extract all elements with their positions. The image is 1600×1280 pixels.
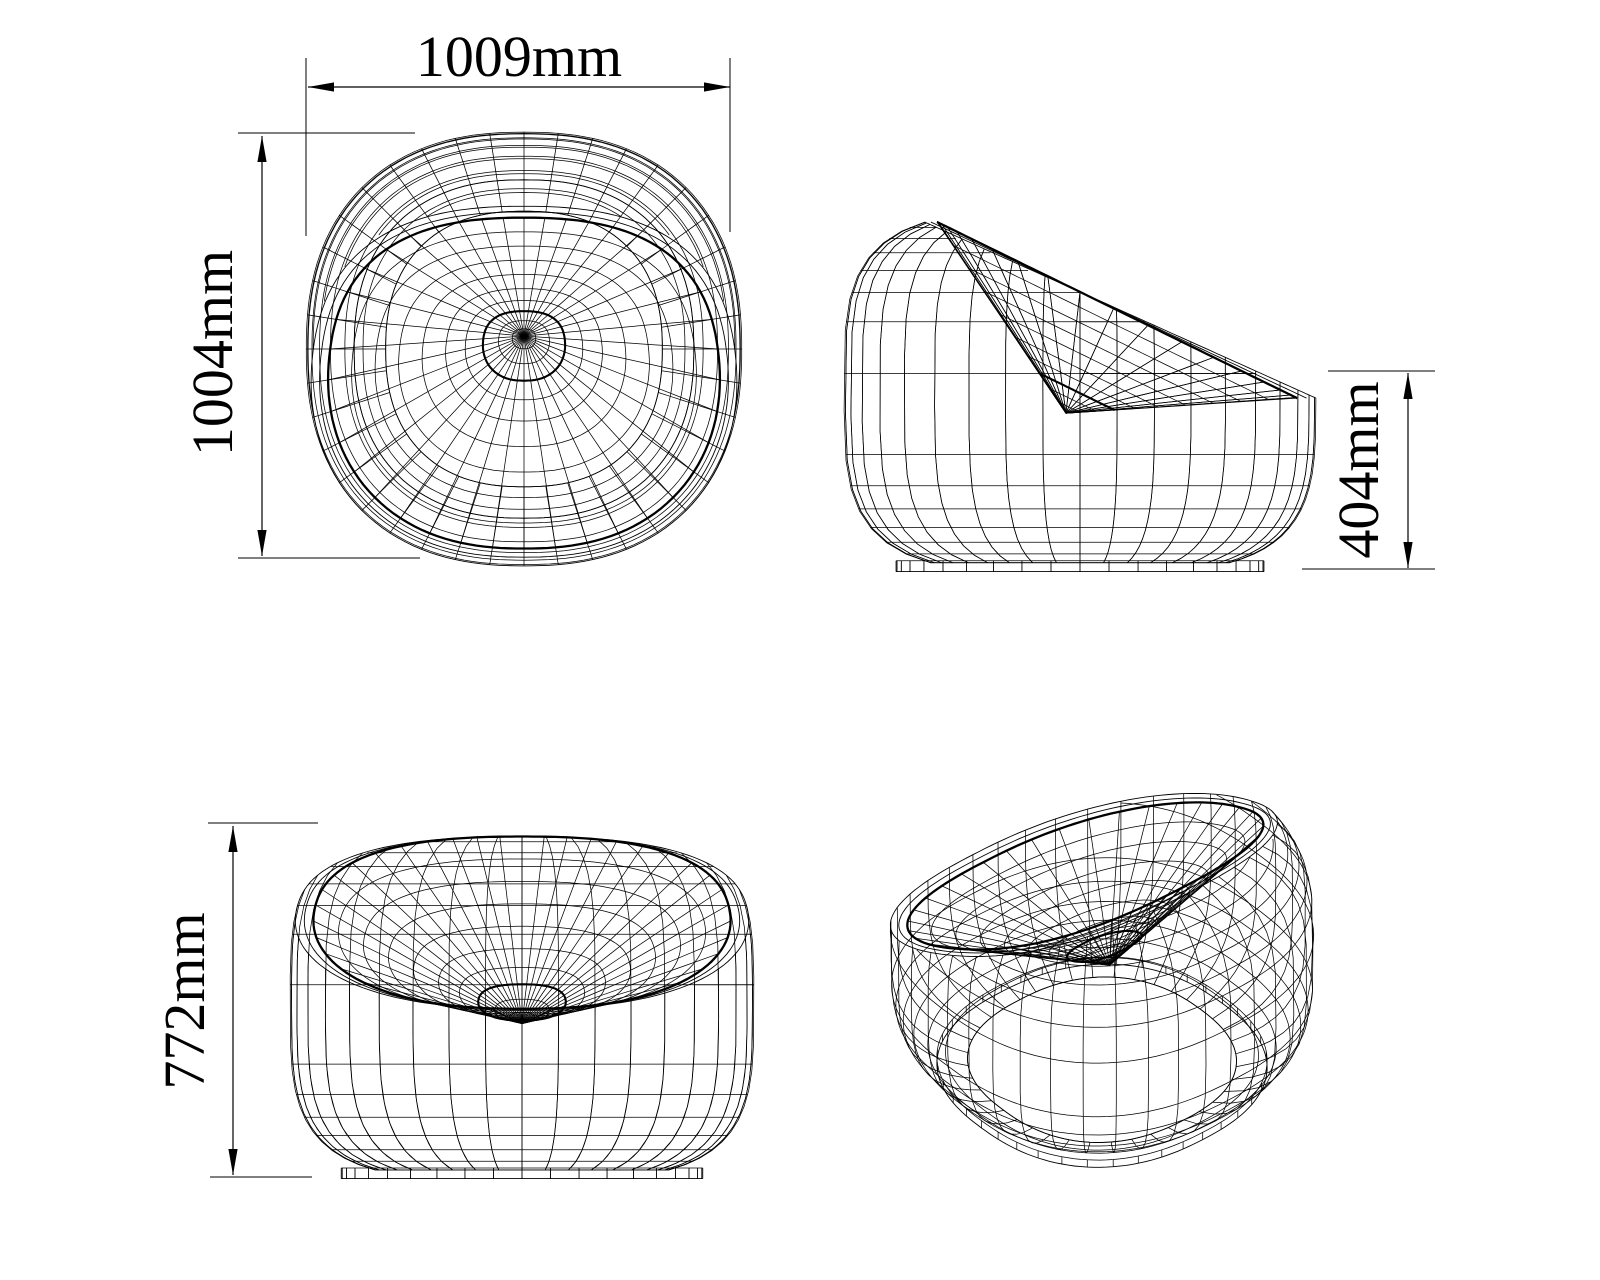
dimension-label-width: 1009mm [416,24,622,89]
front-view-wireframe [289,835,755,1180]
dimension-annotations [208,58,1435,1178]
dimension-label-depth: 1004mm [180,250,245,456]
top-view-wireframe [305,131,743,567]
dimension-label-seat-height: 404mm [1326,381,1391,558]
perspective-view-wireframe [889,792,1315,1168]
dimension-label-height: 772mm [152,912,217,1089]
side-view-wireframe [843,220,1317,573]
